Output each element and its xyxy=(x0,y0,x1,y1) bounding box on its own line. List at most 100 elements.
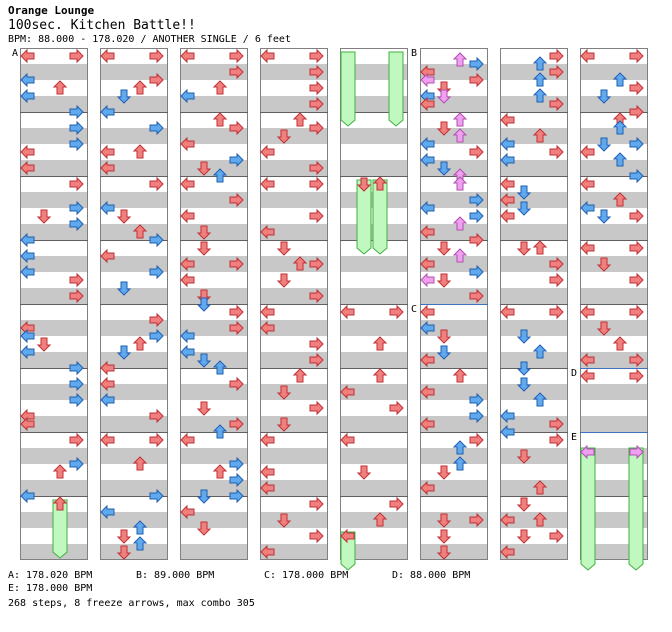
right-arrow-icon xyxy=(309,64,324,80)
left-arrow-icon xyxy=(180,432,195,448)
down-arrow-icon xyxy=(356,465,372,480)
down-arrow-icon xyxy=(436,329,452,344)
right-arrow-icon xyxy=(629,444,644,460)
left-arrow-icon xyxy=(180,272,195,288)
right-arrow-icon xyxy=(229,456,244,472)
up-arrow-icon xyxy=(212,360,228,375)
right-arrow-icon xyxy=(149,328,164,344)
up-arrow-icon xyxy=(532,240,548,255)
down-arrow-icon xyxy=(196,297,212,312)
down-arrow-icon xyxy=(276,273,292,288)
left-arrow-icon xyxy=(420,136,435,152)
right-arrow-icon xyxy=(229,120,244,136)
right-arrow-icon xyxy=(309,400,324,416)
chart-summary: 268 steps, 8 freeze arrows, max combo 30… xyxy=(8,598,255,609)
right-arrow-icon xyxy=(309,336,324,352)
down-arrow-icon xyxy=(276,129,292,144)
down-arrow-icon xyxy=(276,241,292,256)
right-arrow-icon xyxy=(229,48,244,64)
chart-column xyxy=(500,48,568,560)
down-arrow-icon xyxy=(516,529,532,544)
down-arrow-icon xyxy=(596,137,612,152)
down-arrow-icon xyxy=(436,121,452,136)
freeze-arrow xyxy=(340,51,356,127)
left-arrow-icon xyxy=(180,136,195,152)
down-arrow-icon xyxy=(356,177,372,192)
left-arrow-icon xyxy=(580,144,595,160)
up-arrow-icon xyxy=(612,72,628,87)
up-arrow-icon xyxy=(292,368,308,383)
left-arrow-icon xyxy=(260,480,275,496)
left-arrow-icon xyxy=(500,208,515,224)
right-arrow-icon xyxy=(469,264,484,280)
right-arrow-icon xyxy=(69,376,84,392)
freeze-arrow xyxy=(388,51,404,127)
right-arrow-icon xyxy=(629,240,644,256)
down-arrow-icon xyxy=(116,529,132,544)
down-arrow-icon xyxy=(516,377,532,392)
up-arrow-icon xyxy=(452,128,468,143)
left-arrow-icon xyxy=(500,512,515,528)
right-arrow-icon xyxy=(69,432,84,448)
right-arrow-icon xyxy=(389,400,404,416)
down-arrow-icon xyxy=(436,241,452,256)
down-arrow-icon xyxy=(516,201,532,216)
right-arrow-icon xyxy=(629,208,644,224)
left-arrow-icon xyxy=(20,264,35,280)
right-arrow-icon xyxy=(69,272,84,288)
left-arrow-icon xyxy=(340,304,355,320)
left-arrow-icon xyxy=(420,200,435,216)
up-arrow-icon xyxy=(452,440,468,455)
right-arrow-icon xyxy=(309,256,324,272)
right-arrow-icon xyxy=(309,176,324,192)
freeze-arrow xyxy=(580,447,596,571)
down-arrow-icon xyxy=(516,185,532,200)
up-arrow-icon xyxy=(532,512,548,527)
left-arrow-icon xyxy=(20,72,35,88)
down-arrow-icon xyxy=(196,401,212,416)
right-arrow-icon xyxy=(629,352,644,368)
up-arrow-icon xyxy=(532,56,548,71)
freeze-arrow xyxy=(356,179,372,255)
right-arrow-icon xyxy=(69,456,84,472)
up-arrow-icon xyxy=(212,464,228,479)
step-chart: A B C D E xyxy=(12,48,648,571)
down-arrow-icon xyxy=(596,209,612,224)
down-arrow-icon xyxy=(196,161,212,176)
down-arrow-icon xyxy=(276,417,292,432)
left-arrow-icon xyxy=(500,424,515,440)
left-arrow-icon xyxy=(100,376,115,392)
left-arrow-icon xyxy=(500,176,515,192)
up-arrow-icon xyxy=(452,368,468,383)
down-arrow-icon xyxy=(116,209,132,224)
left-arrow-icon xyxy=(580,240,595,256)
right-arrow-icon xyxy=(469,208,484,224)
right-arrow-icon xyxy=(229,376,244,392)
left-arrow-icon xyxy=(20,344,35,360)
down-arrow-icon xyxy=(116,545,132,560)
up-arrow-icon xyxy=(212,168,228,183)
up-arrow-icon xyxy=(532,88,548,103)
left-arrow-icon xyxy=(500,152,515,168)
left-arrow-icon xyxy=(420,384,435,400)
right-arrow-icon xyxy=(149,120,164,136)
up-arrow-icon xyxy=(52,80,68,95)
freeze-arrow xyxy=(372,179,388,255)
right-arrow-icon xyxy=(309,496,324,512)
down-arrow-icon xyxy=(436,529,452,544)
right-arrow-icon xyxy=(149,488,164,504)
up-arrow-icon xyxy=(132,536,148,551)
right-arrow-icon xyxy=(549,304,564,320)
right-arrow-icon xyxy=(469,432,484,448)
right-arrow-icon xyxy=(469,392,484,408)
song-artist: Orange Lounge xyxy=(8,4,95,17)
freeze-arrow xyxy=(340,531,356,571)
right-arrow-icon xyxy=(629,368,644,384)
right-arrow-icon xyxy=(229,304,244,320)
left-arrow-icon xyxy=(180,88,195,104)
left-arrow-icon xyxy=(420,272,435,288)
up-arrow-icon xyxy=(612,152,628,167)
left-arrow-icon xyxy=(340,432,355,448)
right-arrow-icon xyxy=(69,216,84,232)
left-arrow-icon xyxy=(420,352,435,368)
